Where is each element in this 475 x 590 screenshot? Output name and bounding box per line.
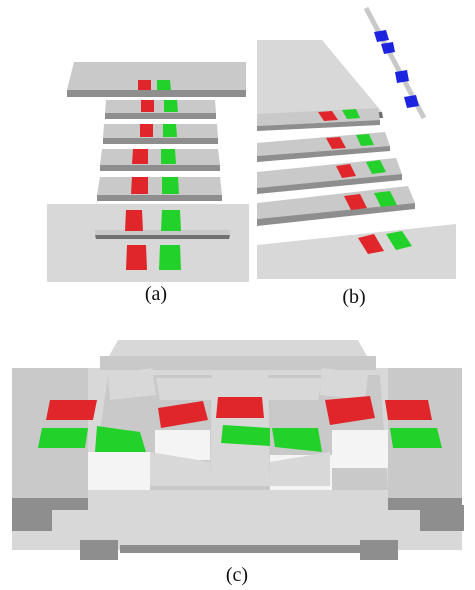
- red-marker: [326, 137, 346, 149]
- red-marker: [138, 80, 151, 90]
- green-marker: [390, 428, 442, 448]
- slab-edge: [257, 120, 380, 131]
- red-marker: [318, 111, 338, 121]
- green-marker: [162, 177, 179, 194]
- green-marker: [374, 191, 397, 207]
- tilted-piece: [270, 452, 330, 486]
- green-marker: [272, 428, 322, 452]
- green-marker: [386, 231, 412, 250]
- red-marker: [158, 401, 208, 428]
- slab-edge: [95, 235, 230, 239]
- red-marker: [125, 210, 143, 231]
- bottom-foot: [360, 540, 398, 560]
- slab: [103, 124, 218, 138]
- bottom-step: [55, 512, 420, 545]
- slab-edge: [257, 174, 402, 194]
- red-marker: [126, 245, 147, 270]
- tilted-piece: [150, 452, 210, 486]
- red-marker: [132, 149, 148, 164]
- slab-stack: [67, 62, 246, 201]
- green-marker: [342, 109, 360, 119]
- red-marker: [131, 177, 148, 194]
- blue-marker: [381, 42, 395, 54]
- slab-edge: [97, 195, 222, 201]
- blue-marker: [395, 70, 409, 83]
- slab: [105, 100, 216, 113]
- base-top-band: [100, 356, 376, 370]
- floor-a: [47, 204, 249, 282]
- slab-edge: [67, 90, 246, 97]
- slab: [257, 132, 390, 156]
- red-marker: [344, 194, 367, 210]
- left-block-edge: [12, 498, 88, 510]
- white-patch: [332, 430, 388, 468]
- floor-b: [257, 224, 456, 279]
- green-marker: [157, 80, 171, 90]
- slab: [67, 62, 246, 90]
- green-marker: [221, 425, 270, 446]
- green-marker: [356, 134, 374, 146]
- green-marker: [161, 149, 176, 164]
- red-marker: [141, 100, 154, 112]
- red-marker: [46, 400, 97, 420]
- slab-edge: [257, 203, 415, 226]
- green-marker: [159, 245, 181, 270]
- caption-a: (a): [144, 283, 168, 305]
- green-marker: [95, 426, 146, 452]
- slab: [95, 230, 230, 235]
- panel-b: [257, 6, 456, 279]
- tilted-slab: [257, 40, 382, 117]
- green-marker: [161, 210, 181, 231]
- base-top: [108, 340, 368, 358]
- blue-marker: [374, 30, 389, 42]
- green-marker: [38, 428, 88, 448]
- blue-marker: [404, 95, 419, 108]
- tilted-piece: [268, 378, 322, 400]
- tilted-piece: [108, 368, 156, 400]
- red-marker: [385, 400, 432, 420]
- bottom-foot: [80, 540, 118, 560]
- tilted-piece: [320, 368, 368, 400]
- caption-b: (b): [342, 286, 366, 308]
- red-marker: [358, 234, 384, 254]
- tilted-piece: [156, 378, 212, 400]
- slab: [97, 177, 222, 195]
- right-block-edge: [388, 498, 462, 510]
- green-marker: [366, 160, 386, 174]
- red-marker: [140, 124, 153, 137]
- slab: [100, 149, 220, 165]
- slab: [257, 158, 402, 188]
- red-marker: [336, 164, 356, 178]
- bottom-step-shadow: [120, 545, 360, 553]
- slab-edge: [257, 146, 390, 162]
- slab-edge: [100, 165, 220, 171]
- white-patch: [88, 452, 150, 490]
- caption-c: (c): [225, 564, 249, 586]
- panel-a: [47, 62, 249, 282]
- slab-edge: [103, 138, 218, 144]
- green-marker: [164, 100, 178, 112]
- panel-c: [12, 340, 464, 560]
- red-marker: [325, 396, 375, 425]
- green-marker: [163, 124, 177, 137]
- red-marker: [216, 397, 264, 418]
- slab-edge: [105, 113, 216, 119]
